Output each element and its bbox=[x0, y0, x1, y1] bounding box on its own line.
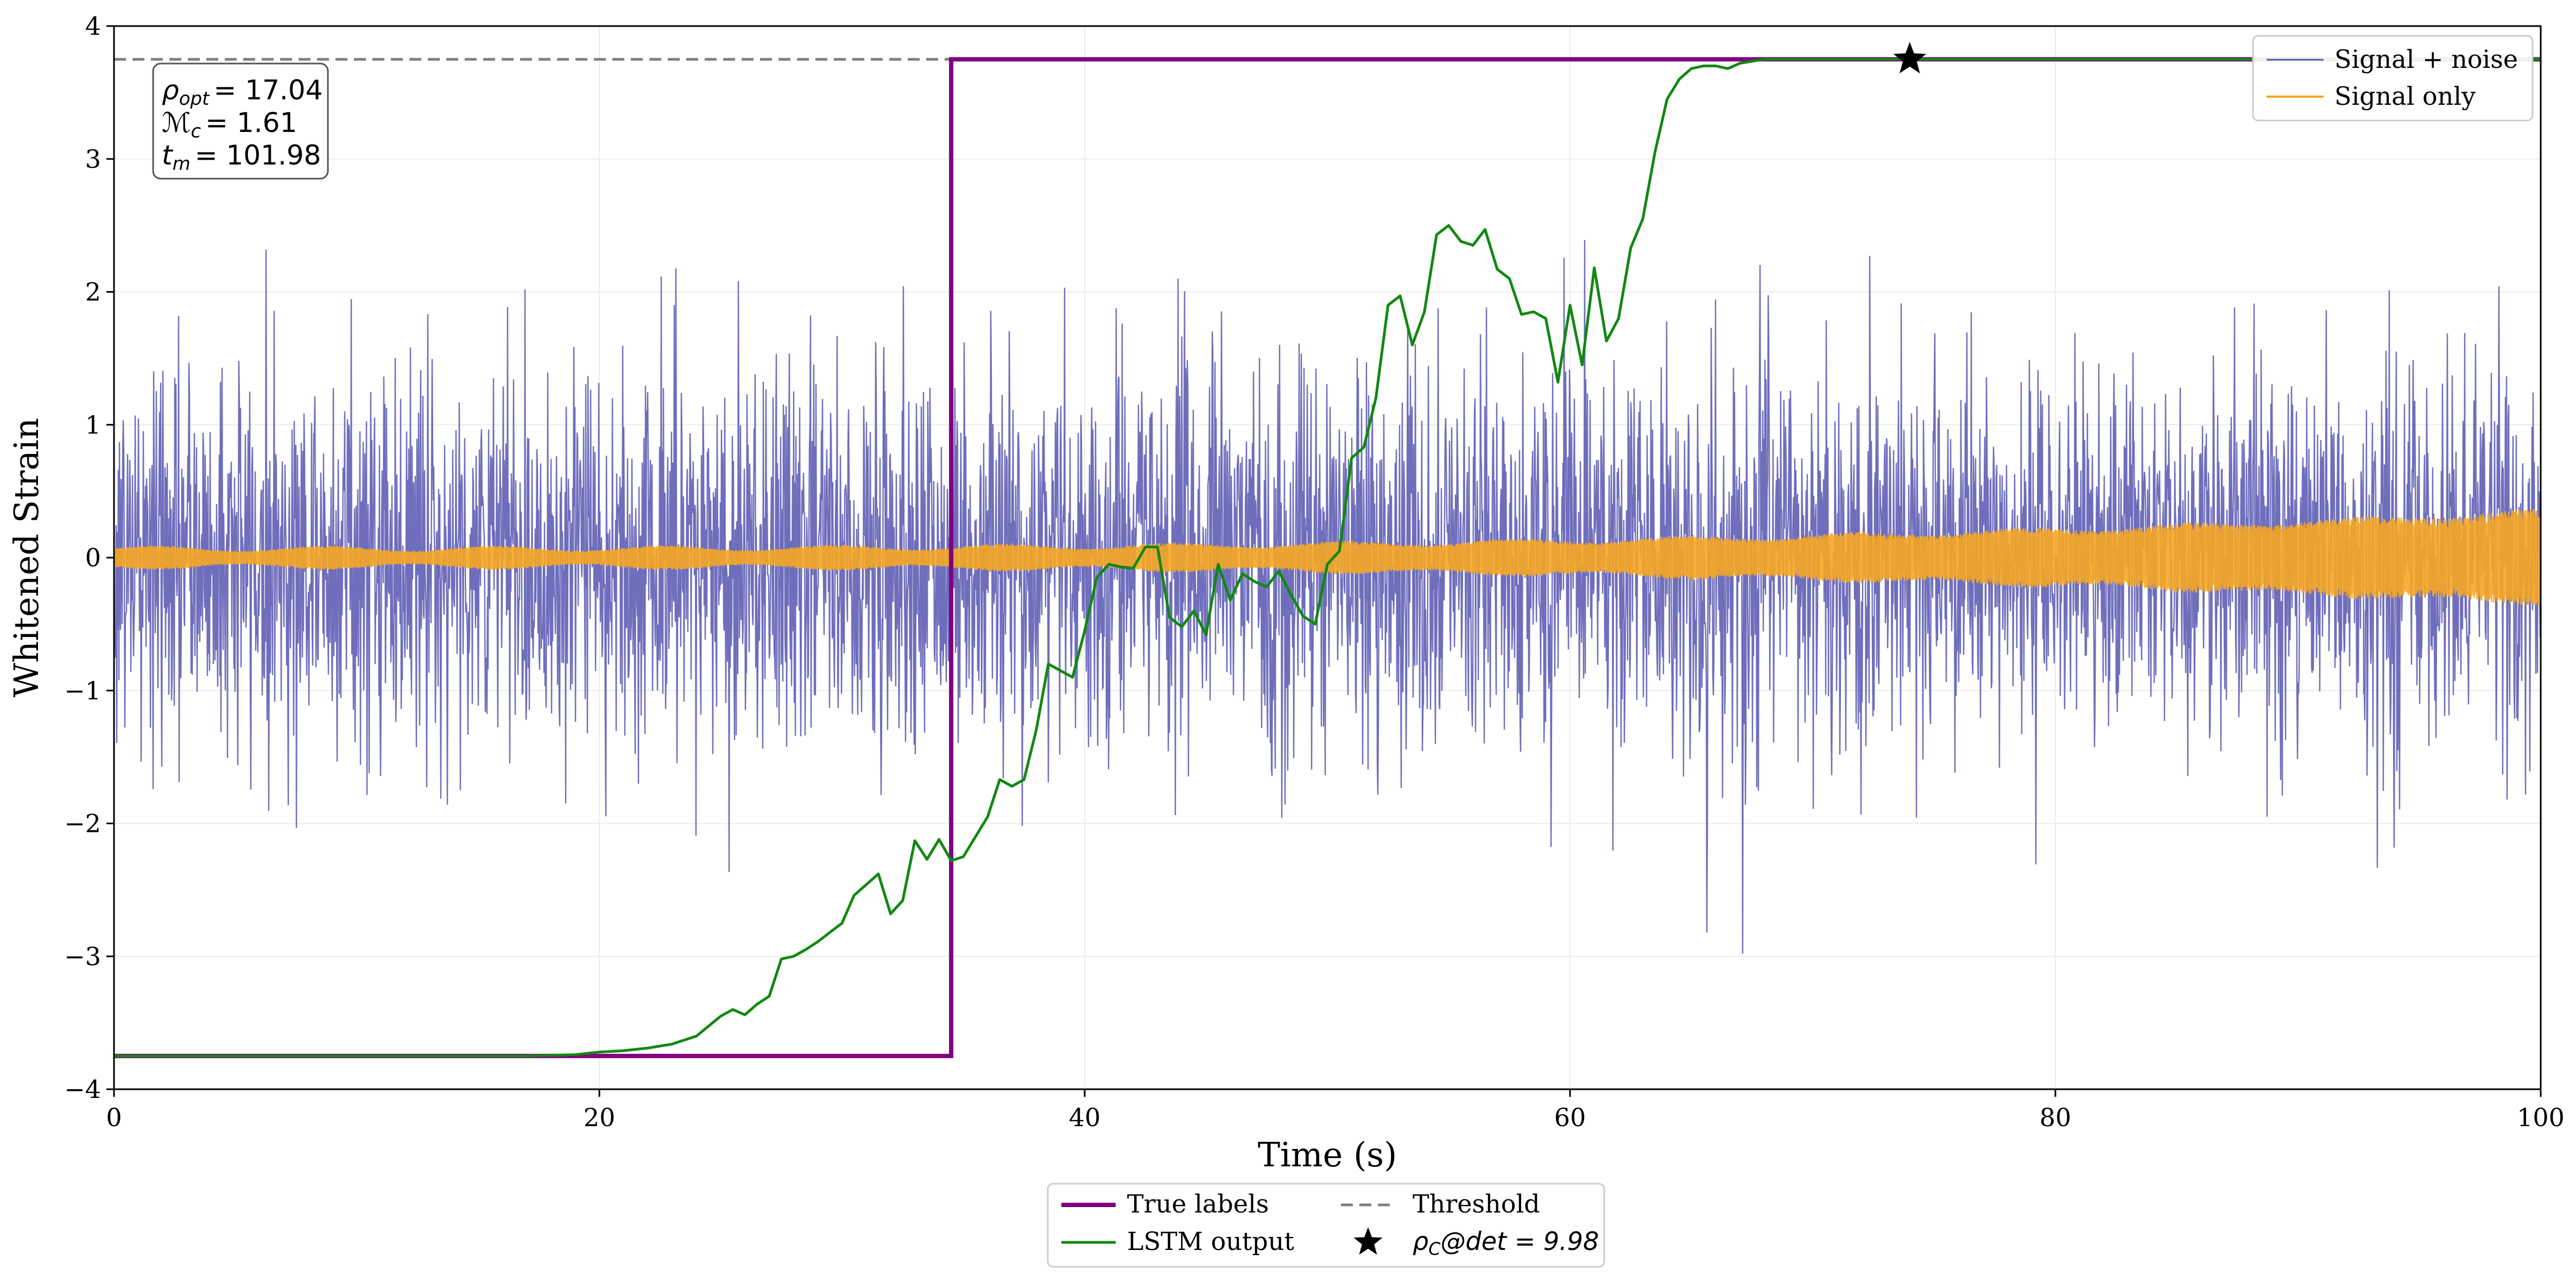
legend-upper: Signal + noise Signal only bbox=[2252, 35, 2534, 122]
y-tick-label: 0 bbox=[85, 543, 101, 572]
signal-noise-series bbox=[114, 240, 2541, 954]
legend-upper-box bbox=[2252, 35, 2534, 122]
legend-lower-box bbox=[1047, 1183, 1605, 1268]
detection-star-icon bbox=[1893, 42, 1927, 74]
legend-label-detection: ρC@det = 9.98 bbox=[1413, 1227, 1599, 1259]
annotation-merger-time: tm = 101.98 bbox=[162, 140, 321, 175]
x-tick-label: 20 bbox=[584, 1103, 616, 1132]
x-tick-label: 40 bbox=[1069, 1103, 1101, 1132]
y-tick-label: 3 bbox=[85, 144, 101, 174]
x-tick-label: 80 bbox=[2040, 1103, 2072, 1132]
signal-only-series bbox=[114, 509, 2541, 605]
y-axis-label: Whitened Strain bbox=[7, 418, 46, 698]
y-tick-label: −2 bbox=[64, 809, 101, 838]
legend-lower: True labels LSTM output Threshold ρC@det… bbox=[1047, 1183, 1605, 1268]
y-tick-label: 2 bbox=[85, 277, 101, 307]
legend-label-threshold: Threshold bbox=[1413, 1189, 1540, 1218]
annotation-box bbox=[152, 62, 329, 180]
legend-label-signal-only: Signal only bbox=[2334, 81, 2476, 111]
legend-swatch-detection-star-icon bbox=[1353, 1227, 1383, 1255]
annotation-rho-opt: ρopt = 17.04 bbox=[162, 74, 322, 110]
lstm-output-line bbox=[114, 58, 2541, 1058]
detection-marker-series bbox=[1893, 42, 1927, 74]
y-tick-label: −1 bbox=[64, 676, 101, 705]
signal-noise-line bbox=[114, 240, 2541, 954]
lstm-output-series bbox=[114, 58, 2541, 1058]
annotation-chirp-mass: ℳc = 1.61 bbox=[162, 107, 297, 142]
x-tick-label: 100 bbox=[2517, 1103, 2565, 1132]
legend-label-lstm-output: LSTM output bbox=[1127, 1227, 1294, 1256]
parameter-annotation: ρopt = 17.04 ℳc = 1.61 tm = 101.98 bbox=[152, 62, 329, 180]
y-tick-label: 4 bbox=[85, 11, 101, 41]
y-tick-label: −3 bbox=[64, 942, 101, 971]
legend-label-signal-noise: Signal + noise bbox=[2334, 45, 2518, 74]
signal-only-line bbox=[114, 509, 2541, 605]
y-tick-label: −4 bbox=[64, 1075, 101, 1104]
y-tick-label: 1 bbox=[85, 410, 101, 439]
x-tick-label: 60 bbox=[1554, 1103, 1586, 1132]
x-tick-label: 0 bbox=[106, 1103, 122, 1132]
x-axis-label: Time (s) bbox=[1258, 1135, 1397, 1174]
legend-label-true-labels: True labels bbox=[1127, 1189, 1269, 1218]
axis-ticks: 0 20 40 60 80 100 −4 −3 −2 −1 0 1 2 3 4 bbox=[64, 11, 2565, 1132]
